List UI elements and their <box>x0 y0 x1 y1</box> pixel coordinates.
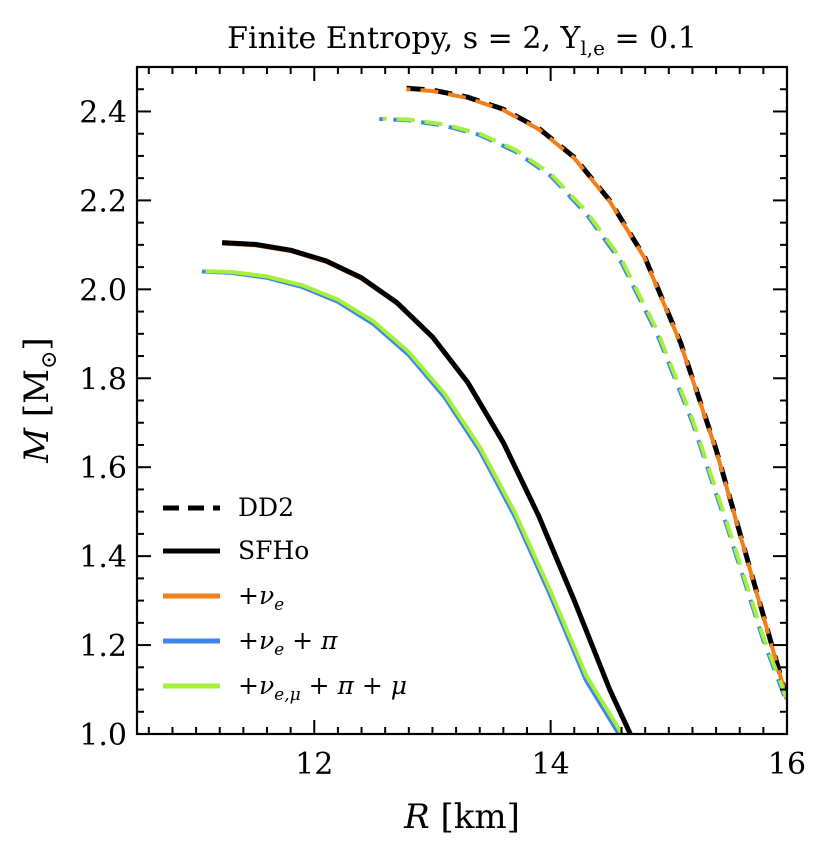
y-tick-label-4: 1.8 <box>79 362 127 397</box>
chart-title: Finite Entropy, s = 2, Yl,e = 0.1 <box>227 21 697 60</box>
legend-entry-nu-e-pi: +νe + π <box>163 626 338 660</box>
legend-entry-sfho: SFHo <box>163 536 309 565</box>
series-line-0 <box>406 85 787 700</box>
tick-layer <box>137 66 788 735</box>
y-tick-label-5: 2.0 <box>79 273 127 308</box>
y-axis-unit-subscript: ⊙ <box>37 351 62 369</box>
y-tick-label-2: 1.4 <box>79 540 127 575</box>
series-line-4 <box>221 240 634 734</box>
series-line-1 <box>406 87 787 700</box>
legend-label-nu-e-pi: +νe + π <box>238 626 338 660</box>
y-axis-unit-close: ] <box>17 337 57 350</box>
x-axis-unit: [km] <box>430 797 520 837</box>
legend: DD2 SFHo +νe +νe + π +νe,μ + π + μ <box>163 493 407 705</box>
y-tick-label-1: 1.2 <box>79 629 127 664</box>
x-tick-label-2: 16 <box>768 747 806 782</box>
chart-title-main: Finite Entropy, s = 2, Y <box>227 21 581 56</box>
plot-frame <box>135 65 789 736</box>
y-tick-label-3: 1.6 <box>79 451 127 486</box>
series-line-3 <box>382 116 787 701</box>
legend-entry-dd2: DD2 <box>163 493 294 522</box>
legend-label-nu-emu-pi-mu: +νe,μ + π + μ <box>238 671 407 705</box>
legend-entry-nu-emu-pi-mu: +νe,μ + π + μ <box>163 671 407 705</box>
series-layer <box>201 85 787 734</box>
tick-label-layer: 12 14 16 1.0 1.2 1.4 1.6 1.8 2.0 2.2 2.4 <box>79 95 806 782</box>
y-tick-label-0: 1.0 <box>79 718 127 753</box>
chart-title-tail: = 0.1 <box>605 21 697 56</box>
legend-label-sfho: SFHo <box>238 536 309 565</box>
x-tick-label-0: 12 <box>295 747 333 782</box>
y-axis-unit-open: [M <box>17 369 57 428</box>
y-axis-symbol: M <box>17 427 57 464</box>
y-axis-label: M [M⊙] <box>17 337 62 463</box>
legend-entry-nu-e: +νe <box>163 581 284 615</box>
series-line-7 <box>205 269 625 734</box>
chart-title-subscript: l,e <box>580 36 605 60</box>
x-tick-label-1: 14 <box>532 747 570 782</box>
x-axis-label: R [km] <box>403 797 520 837</box>
legend-label-dd2: DD2 <box>238 493 294 522</box>
x-axis-symbol: R <box>403 797 430 837</box>
y-tick-label-6: 2.2 <box>79 184 127 219</box>
legend-label-nu-e: +νe <box>238 581 284 615</box>
y-tick-label-7: 2.4 <box>79 95 127 130</box>
